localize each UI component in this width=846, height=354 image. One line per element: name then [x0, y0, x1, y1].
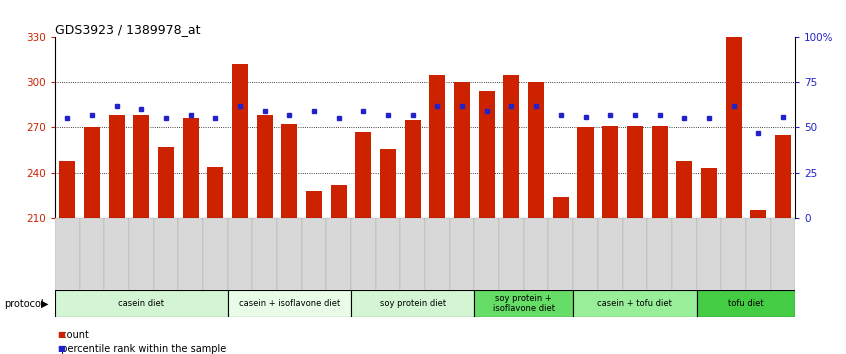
Bar: [228, 218, 252, 292]
Text: casein diet: casein diet: [118, 299, 164, 308]
Bar: [302, 218, 327, 292]
Text: casein + tofu diet: casein + tofu diet: [597, 299, 673, 308]
Bar: [331, 185, 347, 218]
Bar: [672, 218, 696, 292]
Bar: [552, 197, 569, 218]
Text: count: count: [55, 330, 89, 339]
Bar: [228, 290, 351, 317]
Bar: [104, 218, 129, 292]
Bar: [746, 218, 771, 292]
Bar: [548, 218, 573, 292]
Bar: [306, 190, 322, 218]
Bar: [351, 218, 376, 292]
Bar: [696, 218, 721, 292]
Bar: [775, 135, 791, 218]
Bar: [574, 290, 696, 317]
Bar: [376, 218, 400, 292]
Text: tofu diet: tofu diet: [728, 299, 764, 308]
Text: ▶: ▶: [41, 298, 48, 309]
Bar: [154, 218, 179, 292]
Text: protocol: protocol: [4, 298, 44, 309]
Bar: [475, 218, 499, 292]
Text: casein + isoflavone diet: casein + isoflavone diet: [239, 299, 340, 308]
Text: ■: ■: [58, 330, 65, 339]
Bar: [282, 125, 298, 218]
Bar: [479, 91, 495, 218]
Bar: [252, 218, 277, 292]
Text: percentile rank within the sample: percentile rank within the sample: [55, 344, 226, 354]
Text: soy protein +
isoflavone diet: soy protein + isoflavone diet: [493, 294, 555, 313]
Text: soy protein diet: soy protein diet: [380, 299, 446, 308]
Bar: [355, 132, 371, 218]
Bar: [80, 218, 104, 292]
Bar: [574, 218, 598, 292]
Bar: [256, 115, 272, 218]
Bar: [351, 290, 475, 317]
Bar: [475, 290, 574, 317]
Bar: [129, 218, 154, 292]
Bar: [750, 210, 766, 218]
Bar: [700, 168, 717, 218]
Bar: [578, 127, 594, 218]
Bar: [676, 161, 692, 218]
Bar: [450, 218, 475, 292]
Text: GDS3923 / 1389978_at: GDS3923 / 1389978_at: [55, 23, 201, 36]
Bar: [327, 218, 351, 292]
Bar: [454, 82, 470, 218]
Bar: [55, 218, 80, 292]
Bar: [524, 218, 548, 292]
Bar: [203, 218, 228, 292]
Bar: [771, 218, 795, 292]
Bar: [651, 126, 667, 218]
Bar: [232, 64, 248, 218]
Bar: [528, 82, 544, 218]
Bar: [598, 218, 623, 292]
Bar: [503, 75, 519, 218]
Bar: [59, 161, 75, 218]
Bar: [404, 120, 420, 218]
Bar: [400, 218, 425, 292]
Bar: [647, 218, 672, 292]
Text: ■: ■: [58, 344, 65, 353]
Bar: [623, 218, 647, 292]
Bar: [84, 127, 100, 218]
Bar: [55, 290, 228, 317]
Bar: [726, 37, 742, 218]
Bar: [134, 115, 150, 218]
Bar: [430, 75, 446, 218]
Bar: [696, 290, 795, 317]
Bar: [425, 218, 450, 292]
Bar: [207, 167, 223, 218]
Bar: [499, 218, 524, 292]
Bar: [179, 218, 203, 292]
Bar: [277, 218, 302, 292]
Bar: [158, 147, 174, 218]
Bar: [380, 149, 396, 218]
Bar: [721, 218, 746, 292]
Bar: [627, 126, 643, 218]
Bar: [183, 118, 199, 218]
Bar: [602, 126, 618, 218]
Bar: [108, 115, 124, 218]
